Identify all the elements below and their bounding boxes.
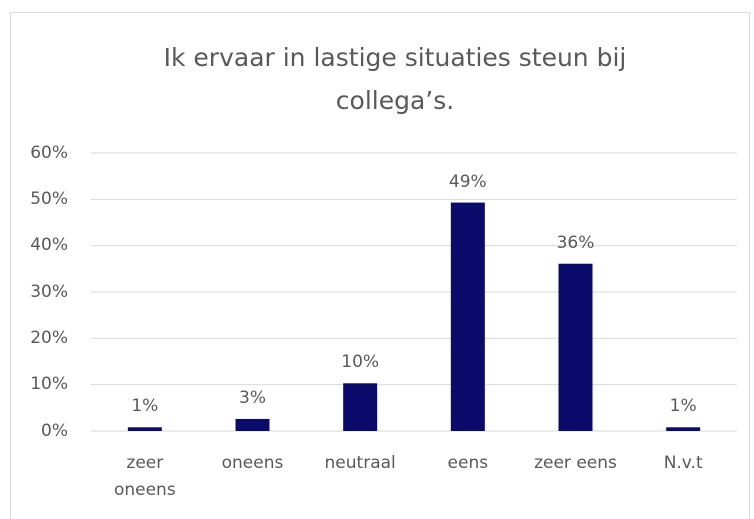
data-label: 49%: [448, 171, 487, 192]
data-label: 1%: [669, 396, 697, 417]
x-tick-label: zeer oneens: [113, 453, 176, 500]
x-tick-label: N.v.t: [663, 453, 703, 473]
bar: [450, 202, 485, 431]
bar: [127, 427, 162, 431]
x-tick-label: neutraal: [324, 453, 396, 473]
data-label: 3%: [239, 387, 266, 408]
y-tick-label: 0%: [41, 420, 68, 441]
bar: [666, 427, 701, 431]
x-tick-label: eens: [447, 453, 489, 473]
y-tick-label: 60%: [30, 142, 68, 163]
data-label: 36%: [556, 232, 595, 253]
x-tick-label: zeer eens: [534, 453, 617, 473]
y-tick-label: 40%: [30, 235, 68, 256]
data-label: 1%: [131, 396, 159, 417]
bar: [343, 383, 378, 431]
bar: [558, 263, 593, 431]
y-tick-label: 30%: [30, 281, 68, 302]
y-tick-label: 20%: [30, 327, 68, 348]
x-tick-label: oneens: [221, 453, 284, 473]
chart-border: [10, 12, 750, 519]
data-label: 10%: [341, 352, 380, 373]
bar: [235, 418, 270, 431]
y-tick-label: 50%: [30, 188, 68, 209]
chart-title: Ik ervaar in lastige situaties steun bij…: [163, 43, 627, 115]
y-tick-label: 10%: [30, 374, 68, 395]
